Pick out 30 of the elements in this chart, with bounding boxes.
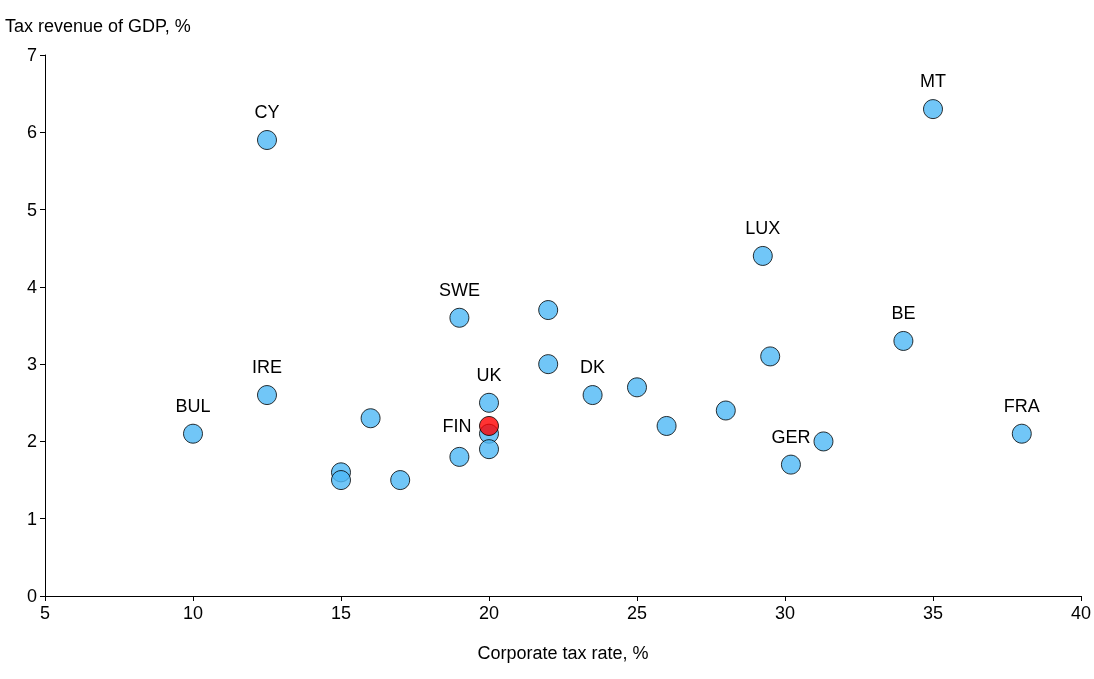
annotation: BE — [891, 302, 916, 323]
x-tick-label: 5 — [39, 603, 51, 623]
annotation: UK — [476, 364, 502, 385]
x-tick-label: 10 — [182, 603, 204, 623]
y-tick-label: 7 — [26, 45, 37, 65]
x-tick-label: 15 — [330, 603, 352, 623]
annotation: BUL — [175, 395, 211, 416]
annotation: LUX — [745, 217, 781, 238]
x-tick-label: 35 — [922, 603, 944, 623]
y-tick-label: 3 — [26, 354, 37, 375]
x-tick-label: 40 — [1070, 603, 1091, 623]
x-tick-label: 20 — [478, 603, 500, 623]
annotation: MT — [919, 71, 946, 92]
y-tick-label: 4 — [26, 276, 37, 297]
x-tick-label: 25 — [626, 603, 648, 623]
annotation: GER — [771, 426, 811, 447]
x-axis-title: Corporate tax rate, % — [477, 643, 649, 663]
annotation: DK — [580, 357, 606, 378]
annotation: IRE — [251, 357, 283, 378]
y-tick-label: 0 — [26, 586, 37, 606]
annotation: CY — [254, 102, 280, 123]
y-tick-label: 6 — [26, 122, 37, 143]
y-tick-label: 5 — [26, 199, 37, 220]
y-tick-label: 2 — [26, 431, 37, 452]
annotation: FIN — [442, 415, 472, 436]
annotation: SWE — [438, 279, 480, 300]
y-axis-title: Tax revenue of GDP, % — [5, 16, 191, 36]
annotation: FRA — [1003, 395, 1040, 416]
y-tick-label: 1 — [26, 508, 37, 529]
x-tick-label: 30 — [774, 603, 796, 623]
